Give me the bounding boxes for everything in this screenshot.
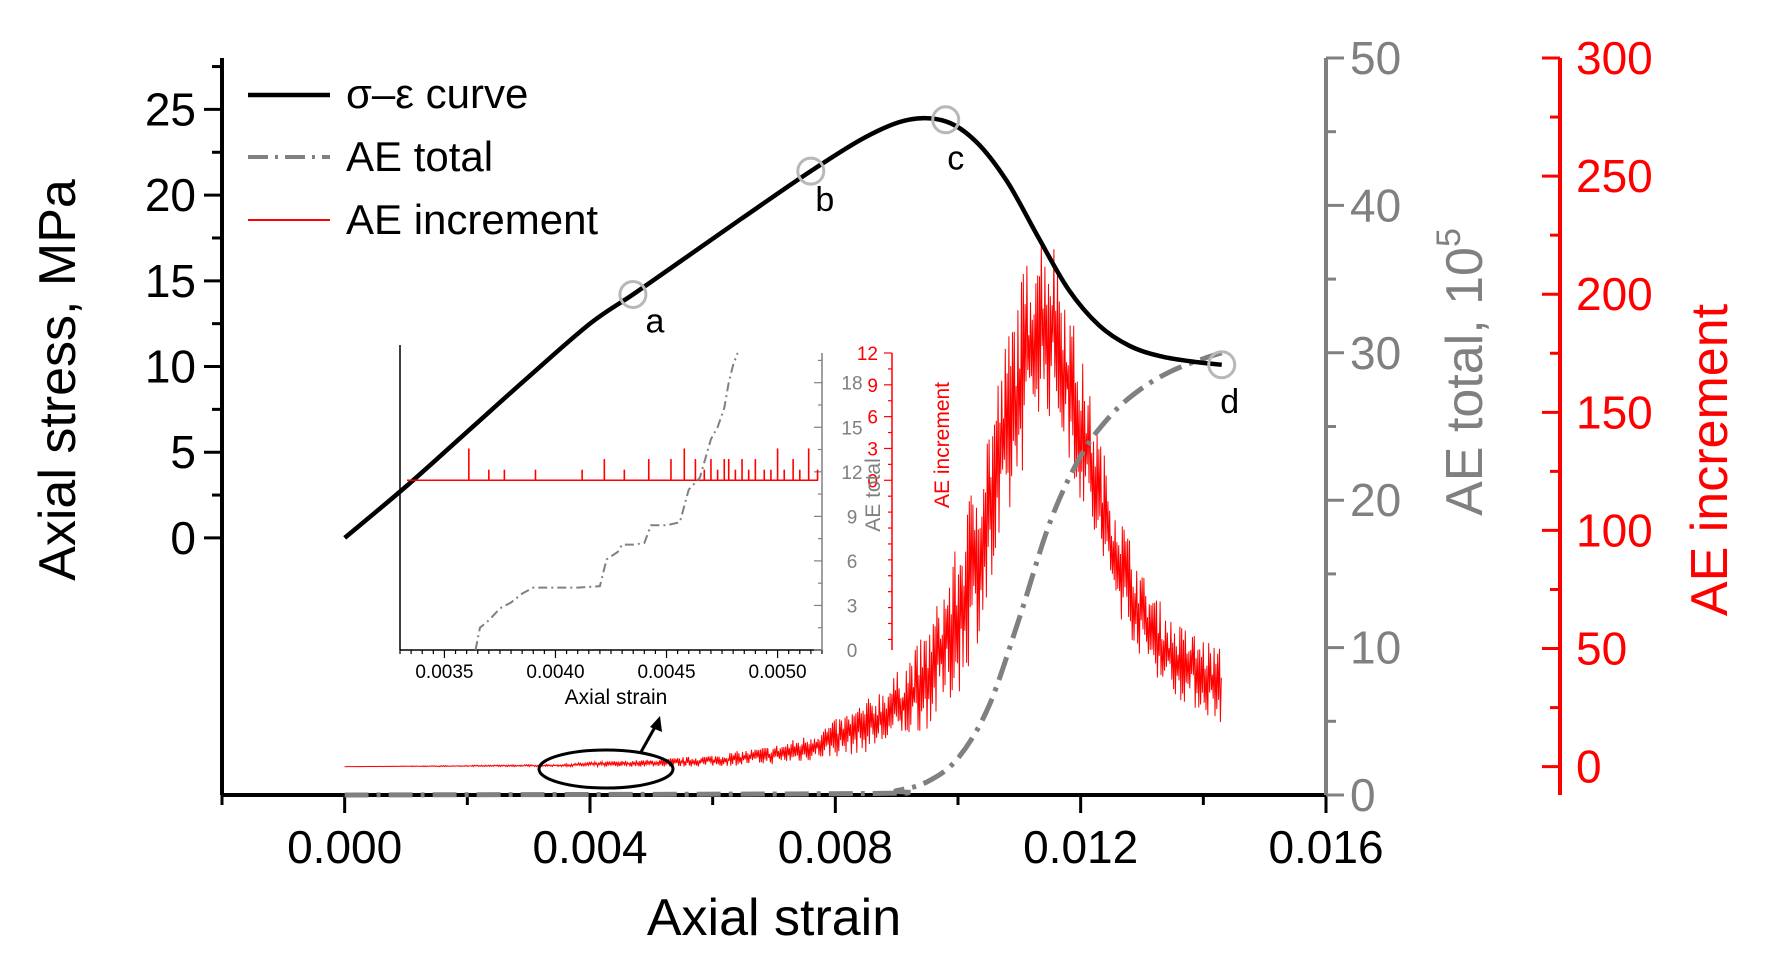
inset-x-axis-label: Axial strain (565, 686, 668, 709)
inset-total-tick-label: 9 (847, 507, 858, 528)
annotation-circle-b (796, 156, 826, 186)
inset-pointer-arrowhead (650, 716, 662, 732)
left-tick-label: 25 (145, 83, 196, 135)
inset-pointer-arrow-shaft (639, 726, 657, 753)
inset-increment-tick-label: 12 (857, 344, 878, 365)
annotation-label-a: a (645, 303, 664, 341)
inset-chart: 0.0035 0.0040 0.0045 0.0050 0 3 6 9 12 15 18 0 3 6 9… (399, 344, 954, 709)
ae-increment-tick-label: 150 (1576, 386, 1653, 438)
x-tick-label: 0.016 (1268, 821, 1383, 873)
series-layer (343, 115, 1223, 798)
inset-region-ellipse (537, 748, 675, 790)
ae-increment-series (344, 243, 1222, 769)
inset-total-tick-label: 3 (847, 596, 858, 617)
inset-total-axis-label: AE total (862, 458, 885, 532)
ae-total-series (344, 350, 1223, 798)
x-tick-label: 0.008 (778, 821, 893, 873)
annotation-label-c: c (947, 140, 964, 178)
ae-increment-tick-label: 300 (1576, 32, 1653, 84)
ae-increment-axis-label: AE increment (1681, 303, 1739, 616)
ae-increment-tick-label: 200 (1576, 268, 1653, 320)
stress-strain-series (343, 115, 1222, 540)
ae-total-tick-label: 0 (1350, 769, 1376, 821)
inset-increment-tick-label: 0 (867, 471, 878, 492)
inset-increment-tick-label: 9 (867, 376, 878, 397)
inset-increment-tick-label: 6 (867, 408, 878, 429)
inset-total-tick-label: 18 (841, 374, 862, 395)
ae-total-tick-label: 30 (1350, 327, 1401, 379)
left-tick-label: 5 (170, 426, 196, 478)
inset-x-tick-label: 0.0050 (749, 662, 807, 683)
legend: σ–ε curve AE total AE increment (248, 70, 598, 243)
x-tick-label: 0.012 (1023, 821, 1138, 873)
inset-x-tick-label: 0.0040 (526, 662, 584, 683)
inset-total-axis-ticks: 0 3 6 9 12 15 18 (814, 359, 863, 662)
left-tick-label: 10 (145, 341, 196, 393)
annotation-circle-c (931, 105, 961, 135)
inset-total-tick-label: 0 (847, 641, 858, 662)
inset-total-tick-label: 12 (841, 463, 862, 484)
ae-total-axis-ticks: 0 10 20 30 40 50 (1326, 32, 1401, 821)
annotation-label-d: d (1220, 383, 1239, 421)
ae-total-tick-label: 50 (1350, 32, 1401, 84)
left-y-axis-label: Axial stress, MPa (29, 179, 87, 581)
legend-label-ae-increment: AE increment (346, 196, 598, 243)
inset-x-tick-label: 0.0035 (415, 662, 473, 683)
ae-total-axis-label-exponent: 5 (1430, 228, 1468, 247)
ae-total-axis-label-main: AE total, 10 (1436, 247, 1494, 516)
annotation-label-b: b (815, 181, 834, 219)
left-tick-label: 20 (145, 169, 196, 221)
legend-label-stress: σ–ε curve (346, 70, 528, 117)
annotation-circle-a (618, 280, 648, 310)
x-axis-label: Axial strain (647, 889, 901, 947)
left-tick-label: 15 (145, 255, 196, 307)
ae-increment-axis-ticks: 0 50 100 150 200 250 300 (1542, 32, 1653, 793)
left-y-axis-ticks: 0 5 10 15 20 25 (145, 65, 222, 564)
inset-total-series (474, 352, 739, 651)
x-axis-ticks: 0.000 0.004 0.008 0.012 0.016 (220, 795, 1384, 873)
left-tick-label: 0 (170, 512, 196, 564)
ae-total-axis-label: AE total, 105 (1430, 228, 1494, 516)
ae-increment-tick-label: 50 (1576, 623, 1627, 675)
annotation-markers: a b c d (618, 105, 1239, 421)
ae-increment-tick-label: 100 (1576, 504, 1653, 556)
inset-x-tick-label: 0.0045 (637, 662, 695, 683)
legend-label-ae-total: AE total (346, 133, 493, 180)
inset-increment-axis-ticks: 0 3 6 9 12 (857, 344, 892, 640)
ae-increment-tick-label: 250 (1576, 150, 1653, 202)
inset-increment-tick-label: 3 (867, 439, 878, 460)
ae-total-tick-label: 10 (1350, 622, 1401, 674)
ae-increment-tick-label: 0 (1576, 741, 1602, 793)
x-tick-label: 0.004 (532, 821, 647, 873)
annotation-circle-d (1207, 350, 1237, 380)
inset-increment-spikes (468, 448, 819, 481)
ae-total-tick-label: 20 (1350, 474, 1401, 526)
inset-increment-axis-label: AE increment (931, 382, 954, 508)
inset-total-tick-label: 15 (841, 418, 862, 439)
inset-x-axis-ticks: 0.0035 0.0040 0.0045 0.0050 (399, 650, 823, 683)
inset-total-tick-label: 6 (847, 552, 858, 573)
ae-total-tick-label: 40 (1350, 179, 1401, 231)
x-tick-label: 0.000 (287, 821, 402, 873)
